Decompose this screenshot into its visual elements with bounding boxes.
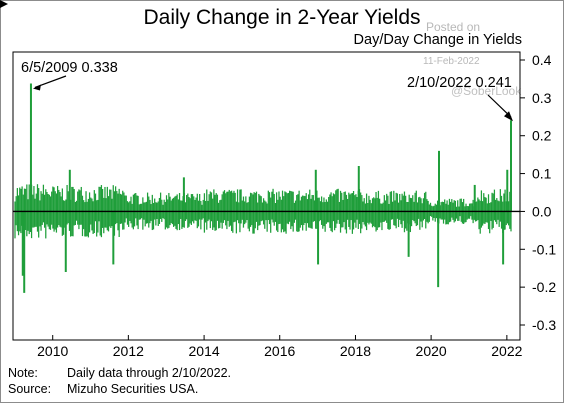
y-tick-label: -0.3 <box>532 317 556 333</box>
arrowhead-shape <box>0 0 8 8</box>
annotation-arrowhead <box>32 84 41 91</box>
chart-title: Daily Change in 2-Year Yields <box>143 6 421 29</box>
y-tick-label: 0.4 <box>532 52 552 68</box>
note-label: Note: <box>8 366 38 380</box>
y-tick-label: -0.2 <box>532 279 556 295</box>
y-tick-label: 0.0 <box>532 203 552 219</box>
source-label: Source: <box>8 382 52 396</box>
plot-area <box>12 51 521 341</box>
annotation-label: 6/5/2009 0.338 <box>21 60 118 76</box>
x-tick-label: 2010 <box>37 343 68 359</box>
note-text: Daily data through 2/10/2022. <box>67 366 232 380</box>
y-tick-label: 0.1 <box>532 166 552 182</box>
x-tick-label: 2016 <box>264 343 295 359</box>
y-tick-label: -0.1 <box>532 241 556 257</box>
annotation-arrowhead <box>504 111 513 122</box>
x-tick-label: 2020 <box>416 343 447 359</box>
annotation-label: 2/10/2022 0.241 <box>407 75 512 91</box>
watermark-handle: @SoberLook <box>451 84 522 98</box>
x-tick-label: 2018 <box>340 343 371 359</box>
watermark-posted: Posted on <box>426 20 481 34</box>
source-text: Mizuho Securities USA. <box>67 382 199 396</box>
y-tick-label: 0.3 <box>532 90 552 106</box>
y-axis-label: Day/Day Change in Yields <box>353 32 522 48</box>
x-tick-label: 2014 <box>189 343 220 359</box>
watermark-date: 11-Feb-2022 <box>423 56 480 67</box>
x-tick-label: 2012 <box>113 343 144 359</box>
y-tick-label: 0.2 <box>532 128 552 144</box>
x-tick-label: 2022 <box>491 343 522 359</box>
